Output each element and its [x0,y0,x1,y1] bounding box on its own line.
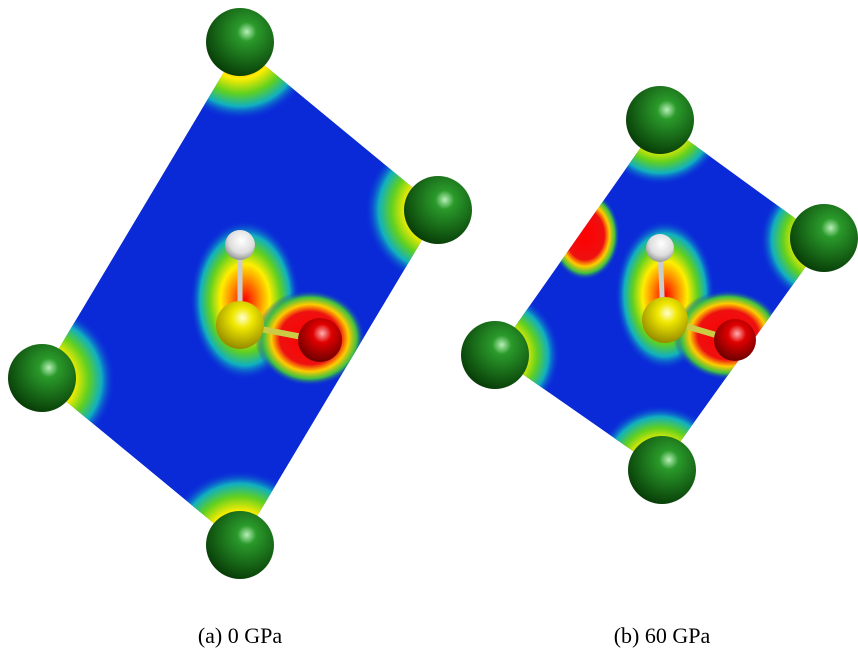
panel-b [461,86,858,504]
caption: (b) 60 GPa [614,623,711,648]
caption: (a) 0 GPa [198,623,283,648]
panel-a [8,8,472,579]
